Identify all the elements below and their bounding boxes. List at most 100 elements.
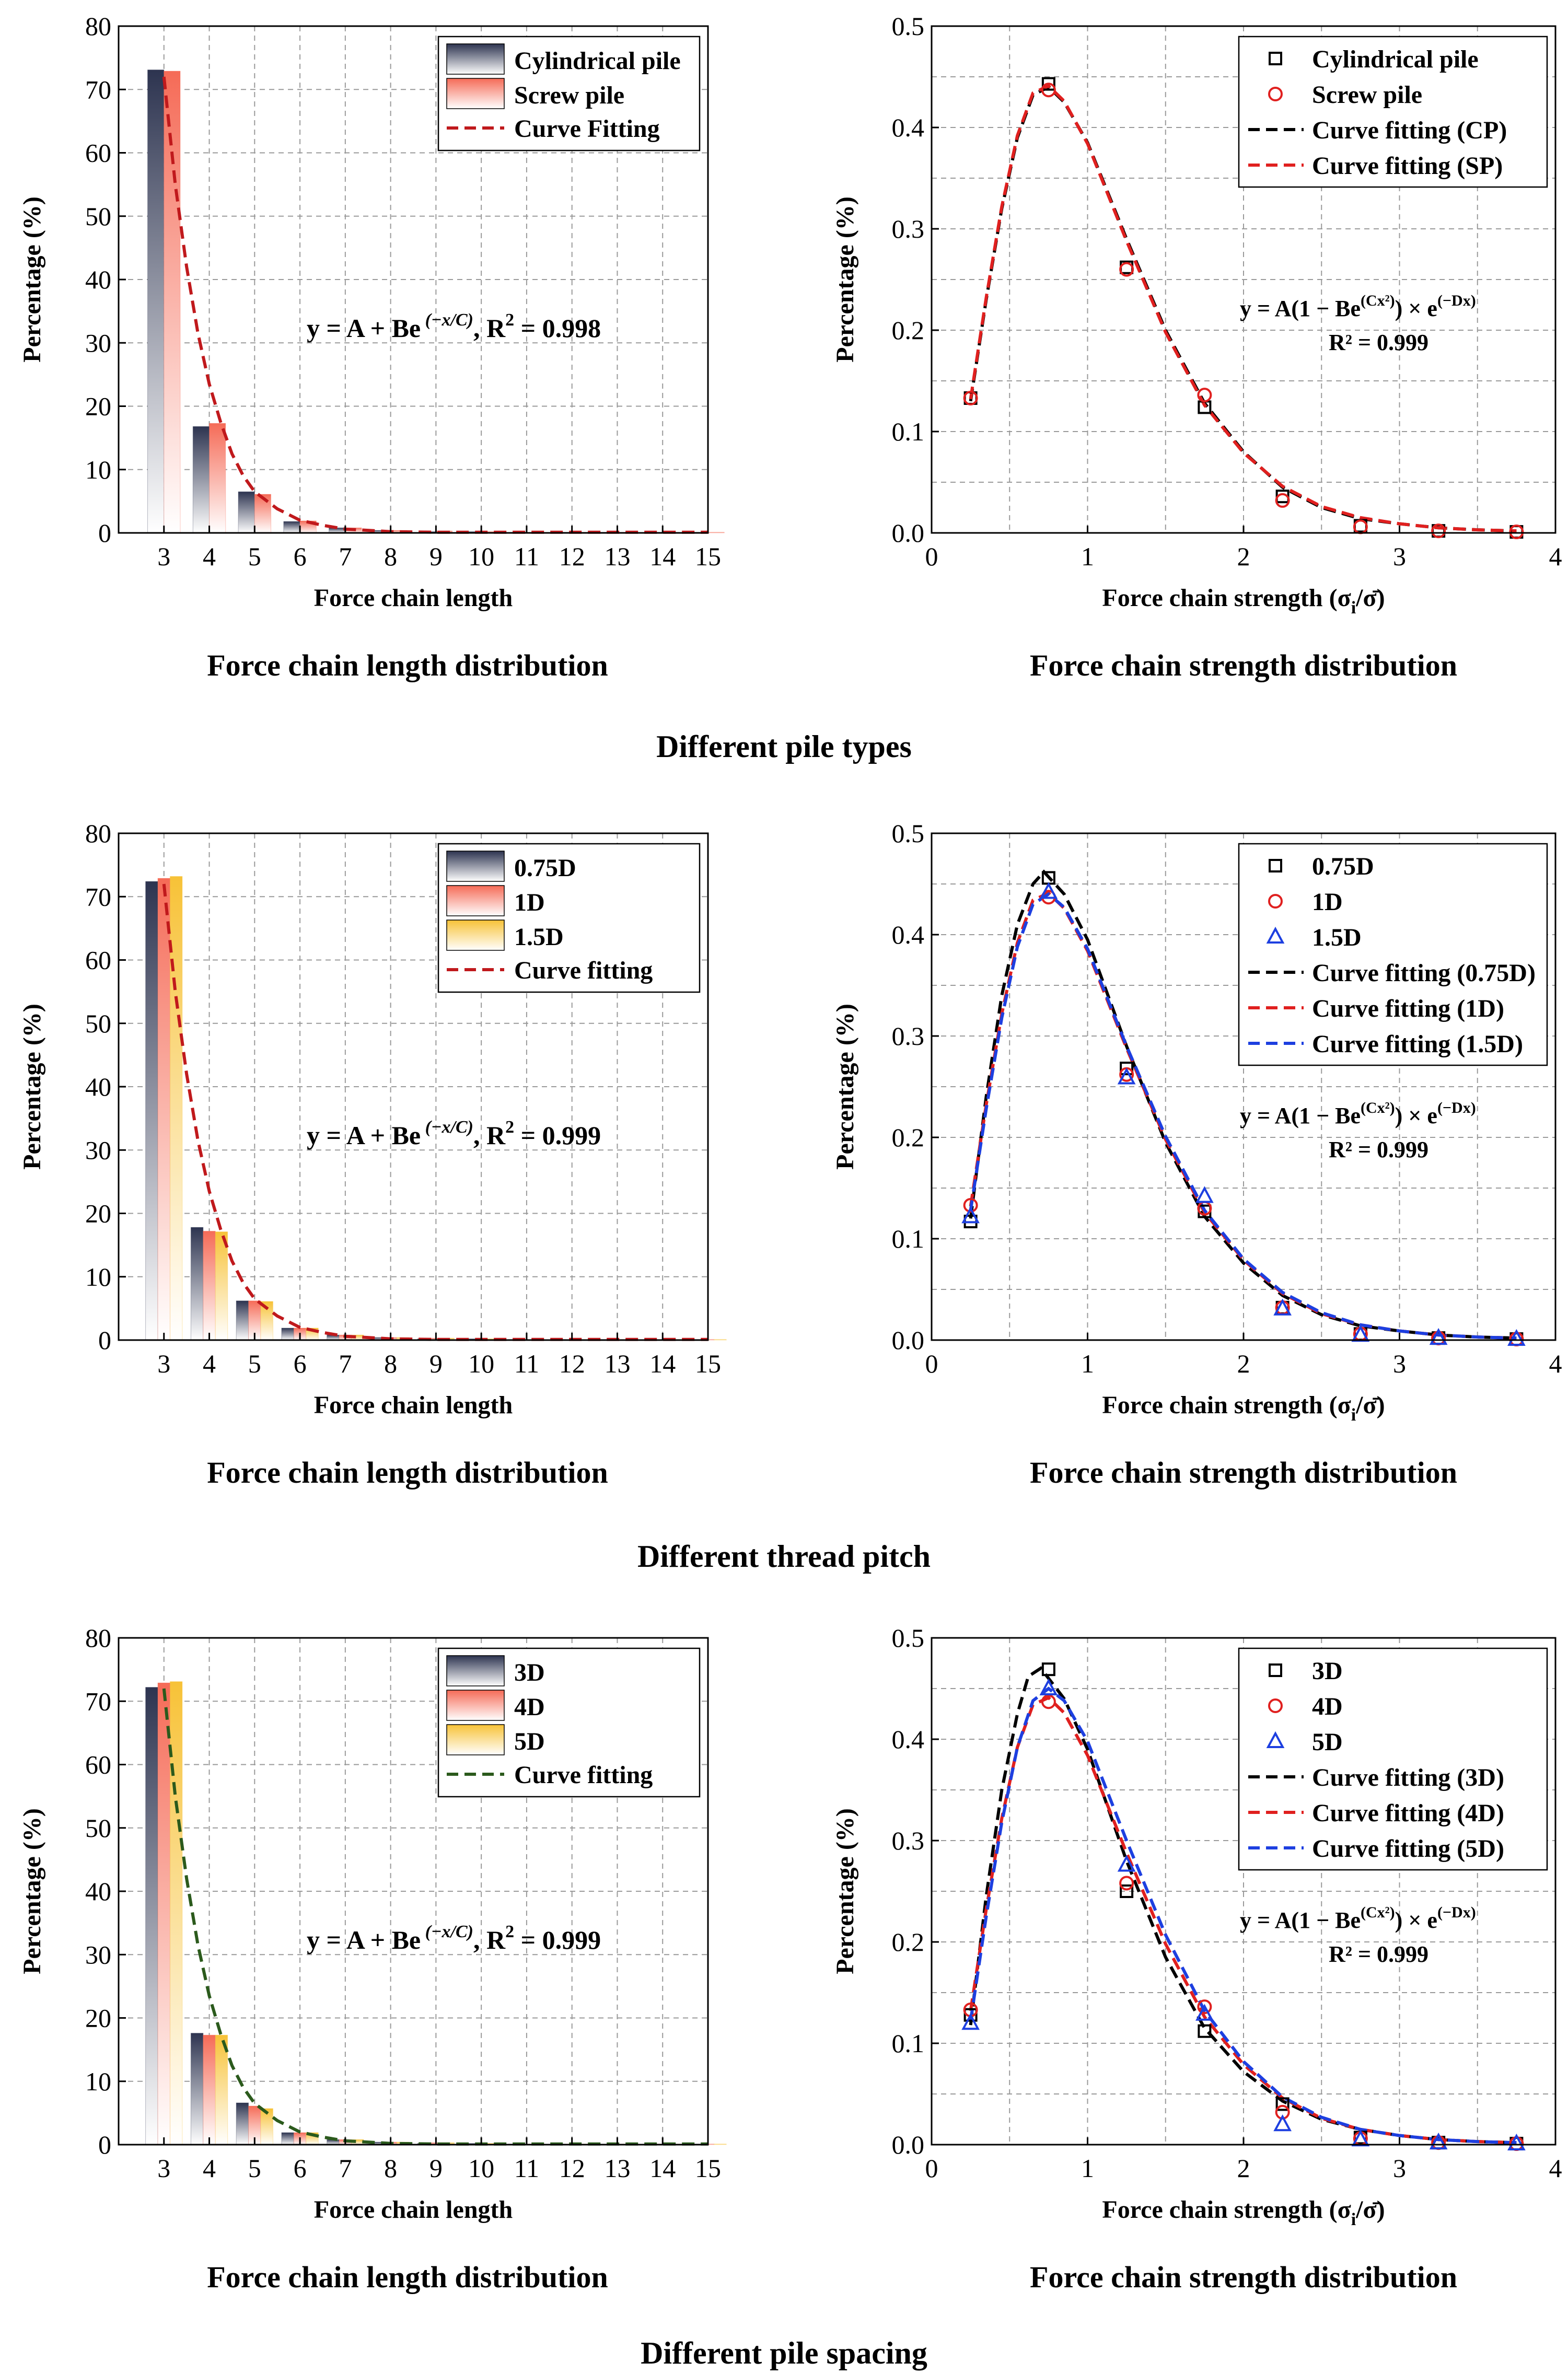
marker-triangle bbox=[1039, 882, 1058, 899]
marker-triangle bbox=[961, 1206, 980, 1224]
legend-box bbox=[1238, 1647, 1548, 1871]
legend-label: Cylindrical pile bbox=[514, 47, 681, 75]
y-tick-label: 20 bbox=[85, 2004, 111, 2033]
legend-label: Curve fitting bbox=[514, 1761, 653, 1789]
x-tick-label: 10 bbox=[468, 542, 494, 571]
y-tick-label: 40 bbox=[85, 1072, 111, 1101]
y-axis-label: Percentage (%) bbox=[18, 196, 46, 363]
x-tick-label: 8 bbox=[384, 542, 397, 571]
x-tick-label: 10 bbox=[468, 2154, 494, 2183]
group-title-thread-pitch: Different thread pitch bbox=[637, 1539, 931, 1574]
fit-curve bbox=[969, 892, 1517, 1340]
y-tick-label: 0.0 bbox=[892, 518, 925, 548]
fit-equation: y = A(1 − Be(Cx²)) × e(−Dx) bbox=[1240, 1099, 1476, 1128]
x-tick-label: 15 bbox=[695, 542, 721, 571]
marker-circle bbox=[1197, 1999, 1212, 2015]
x-axis-label: Force chain strength (σi/σ̄) bbox=[1102, 2196, 1385, 2229]
marker-circle bbox=[1041, 83, 1056, 98]
legend-label: 3D bbox=[1312, 1657, 1343, 1685]
legend-marker bbox=[1266, 926, 1285, 944]
x-tick-label: 11 bbox=[514, 1349, 539, 1378]
legend-swatch bbox=[446, 920, 505, 951]
y-axis-label: Percentage (%) bbox=[18, 1808, 46, 1974]
y-tick-label: 0.0 bbox=[892, 1325, 925, 1355]
legend-swatch bbox=[446, 885, 505, 916]
x-axis-label: Force chain length bbox=[314, 1391, 513, 1419]
y-tick-label: 80 bbox=[85, 11, 111, 41]
legend-label: Cylindrical pile bbox=[1312, 45, 1479, 73]
y-axis-label: Percentage (%) bbox=[831, 196, 859, 363]
caption-length-pile-types: Force chain length distribution bbox=[207, 648, 608, 682]
legend-label: 1D bbox=[1312, 888, 1343, 916]
legend-label: 5D bbox=[514, 1728, 545, 1755]
x-tick-label: 13 bbox=[604, 542, 630, 571]
marker-square bbox=[1041, 77, 1055, 91]
y-tick-label: 10 bbox=[85, 455, 111, 484]
bar-screw-pile bbox=[254, 494, 272, 533]
x-axis-label: Force chain strength (σi/σ̄) bbox=[1102, 1391, 1385, 1425]
x-tick-label: 12 bbox=[559, 1349, 585, 1378]
x-tick-label: 9 bbox=[429, 2154, 443, 2183]
x-tick-label: 2 bbox=[1237, 542, 1250, 571]
x-tick-label: 2 bbox=[1237, 2154, 1250, 2183]
legend-label: 4D bbox=[514, 1693, 545, 1721]
legend-label: 3D bbox=[514, 1659, 545, 1686]
y-tick-label: 20 bbox=[85, 1199, 111, 1228]
y-tick-label: 20 bbox=[85, 392, 111, 421]
legend-label: Screw pile bbox=[1312, 81, 1422, 109]
fit-r-squared: R² = 0.999 bbox=[1329, 1941, 1428, 1967]
caption-length-thread-pitch: Force chain length distribution bbox=[207, 1456, 608, 1489]
legend-marker bbox=[1269, 859, 1282, 872]
y-tick-label: 70 bbox=[85, 1686, 111, 1716]
marker-circle bbox=[1197, 388, 1212, 403]
y-tick-label: 30 bbox=[85, 328, 111, 357]
x-tick-label: 15 bbox=[695, 1349, 721, 1378]
x-tick-label: 3 bbox=[1393, 2154, 1406, 2183]
x-tick-label: 4 bbox=[1549, 542, 1562, 571]
fit-equation: y = A(1 − Be(Cx²)) × e(−Dx) bbox=[1240, 1904, 1476, 1933]
y-tick-label: 60 bbox=[85, 138, 111, 168]
y-tick-label: 50 bbox=[85, 1813, 111, 1843]
y-tick-label: 50 bbox=[85, 1009, 111, 1038]
x-tick-label: 8 bbox=[384, 1349, 397, 1378]
fit-curve bbox=[969, 1666, 1517, 2145]
x-tick-label: 11 bbox=[514, 2154, 539, 2183]
x-tick-label: 14 bbox=[649, 2154, 676, 2183]
marker-square bbox=[1120, 1062, 1134, 1076]
x-tick-label: 14 bbox=[649, 542, 676, 571]
y-tick-label: 0.2 bbox=[892, 1123, 925, 1152]
x-tick-label: 9 bbox=[429, 1349, 443, 1378]
x-tick-label: 15 bbox=[695, 2154, 721, 2183]
legend-swatch bbox=[446, 1655, 505, 1686]
x-tick-label: 0 bbox=[925, 542, 938, 571]
fit-equation: y = A + Be (−x/C), R2 = 0.999 bbox=[307, 1118, 601, 1150]
y-tick-label: 0.5 bbox=[892, 1623, 925, 1653]
legend-swatch bbox=[446, 43, 505, 75]
y-tick-label: 30 bbox=[85, 1940, 111, 1969]
marker-triangle bbox=[1507, 1329, 1526, 1346]
marker-circle bbox=[1431, 523, 1446, 539]
x-tick-label: 5 bbox=[248, 542, 261, 571]
legend-swatch bbox=[446, 851, 505, 882]
legend-label: Curve Fitting bbox=[514, 115, 660, 143]
marker-circle bbox=[963, 1197, 978, 1213]
marker-circle bbox=[1041, 1694, 1056, 1709]
y-tick-label: 0.0 bbox=[892, 2130, 925, 2159]
legend-box bbox=[1238, 843, 1548, 1066]
marker-triangle bbox=[1117, 1855, 1136, 1872]
x-tick-label: 1 bbox=[1081, 1349, 1094, 1378]
marker-triangle bbox=[1429, 2132, 1448, 2150]
legend-label: 5D bbox=[1312, 1728, 1343, 1756]
marker-triangle bbox=[1273, 2114, 1292, 2132]
legend-label: 0.75D bbox=[1312, 853, 1374, 880]
marker-circle bbox=[963, 390, 978, 405]
legend-label: 1.5D bbox=[514, 923, 564, 951]
x-tick-label: 12 bbox=[559, 2154, 585, 2183]
y-tick-label: 0.1 bbox=[892, 2029, 925, 2058]
x-tick-label: 6 bbox=[294, 542, 307, 571]
